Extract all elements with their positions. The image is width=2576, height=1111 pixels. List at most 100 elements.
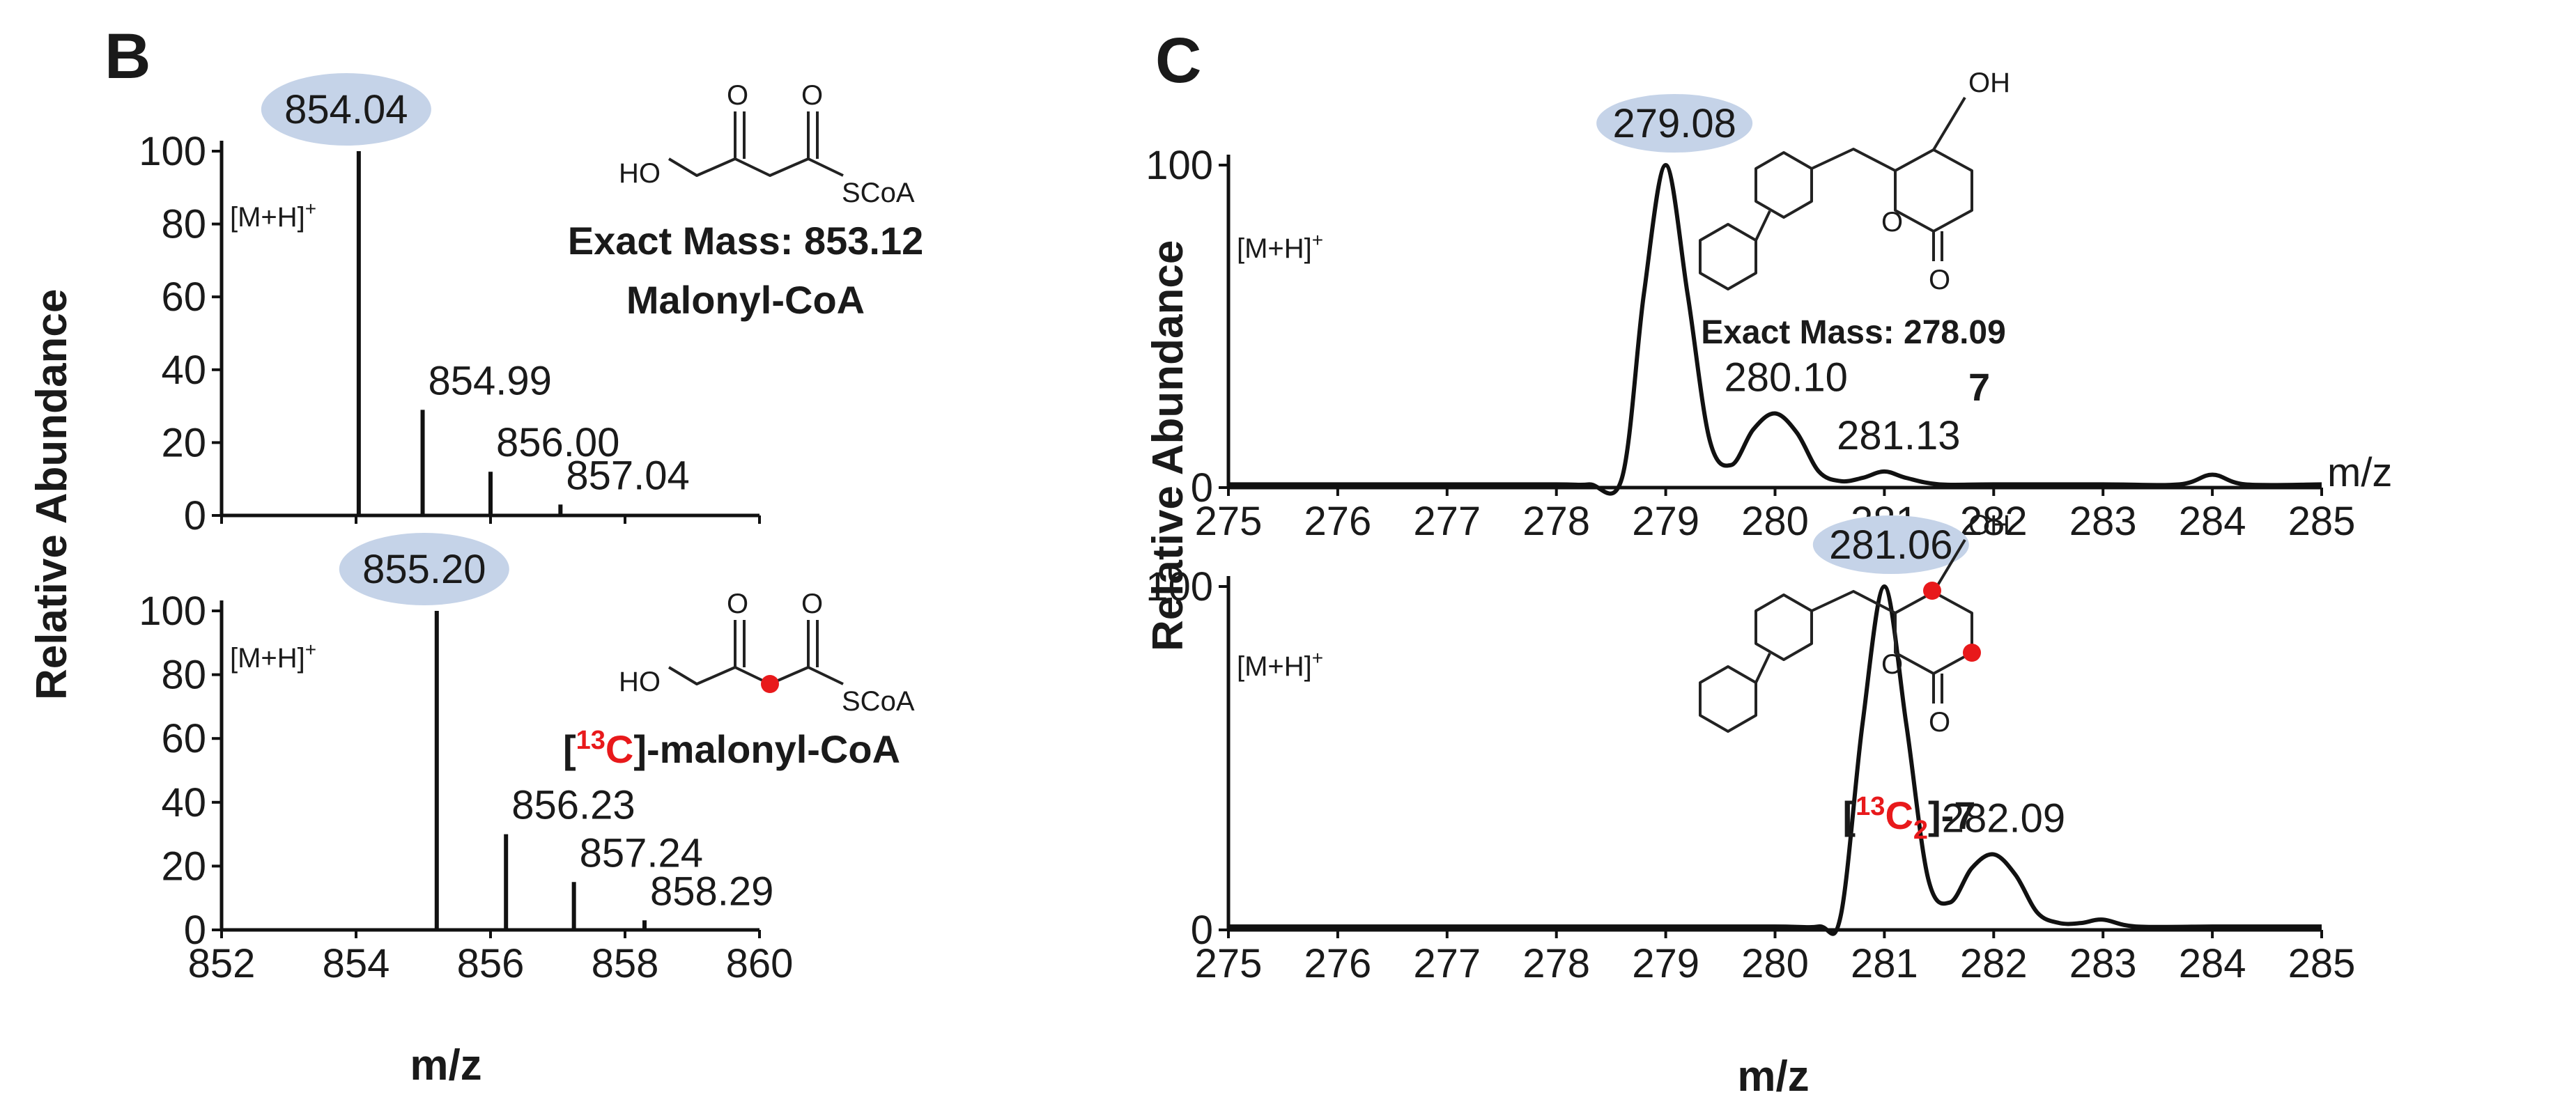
- peak-label: 857.24: [580, 830, 703, 876]
- y-tick-label: 20: [161, 420, 206, 465]
- y-tick-label: 80: [161, 202, 206, 247]
- y-tick-label: 60: [161, 716, 206, 761]
- peak-label: 279.08: [1612, 101, 1736, 146]
- y-tick-label: 100: [139, 129, 206, 174]
- panel-letter-c: C: [1155, 25, 1201, 96]
- spectrum-trace: [1228, 163, 2322, 496]
- peak-label: 280.10: [1724, 355, 1847, 401]
- compound-7-structure: OH O O: [1699, 68, 2010, 295]
- x-tick-label: 856: [457, 941, 525, 986]
- peak-label: 855.20: [362, 547, 486, 592]
- malonyl-scoa-label: SCoA: [842, 178, 915, 208]
- axis-unit-label: m/z: [2327, 450, 2392, 495]
- x-tick-label: 285: [2288, 941, 2356, 986]
- malonyl13-scoa-label: SCoA: [842, 686, 915, 717]
- x-tick-label: 280: [1741, 499, 1809, 544]
- chart-c-top: 0100275276277278279280281282283284285[M+…: [1146, 94, 2392, 544]
- ion-label: [M+H]+: [230, 198, 316, 233]
- peak-label: 858.29: [650, 869, 773, 914]
- compound13-keto-o-label: O: [1929, 707, 1950, 738]
- x-tick-label: 285: [2288, 499, 2356, 544]
- peak-highlight: [1596, 94, 1753, 153]
- x-tick-label: 284: [2179, 499, 2246, 544]
- compound7-oh-label: OH: [1968, 68, 2010, 98]
- panel-b-xlabel: m/z: [410, 1041, 481, 1089]
- x-tick-label: 852: [188, 941, 256, 986]
- x-tick-label: 278: [1522, 941, 1590, 986]
- x-tick-label: 858: [592, 941, 659, 986]
- ion-label: [M+H]+: [1237, 229, 1323, 264]
- x-tick-label: 277: [1413, 499, 1481, 544]
- label-13c-dot-a: [1923, 582, 1941, 600]
- y-tick-label: 60: [161, 274, 206, 320]
- y-tick-label: 80: [161, 653, 206, 698]
- compound7-ring-o-label: O: [1881, 207, 1903, 238]
- y-tick-label: 40: [161, 348, 206, 393]
- ion-label-charge: +: [305, 198, 316, 219]
- label-13c-dot: [761, 675, 779, 693]
- chart-b-bottom: 0 20 40 60 80 100 852 854 856 858 860 [M+H]+ 855.20 8…: [139, 533, 793, 986]
- panel-c-ylabel: Relative Abundance: [1144, 240, 1192, 651]
- x-tick-label: 854: [323, 941, 390, 986]
- peak-highlight: [261, 73, 431, 146]
- panel-c-xlabel: m/z: [1737, 1052, 1809, 1101]
- compound13-oh-label: OH: [1968, 510, 2010, 541]
- x-tick-label: 275: [1195, 499, 1263, 544]
- y-tick-label: 20: [161, 844, 206, 889]
- x-tick-label: 281: [1851, 941, 1918, 986]
- ion-label: [M+H]+: [1237, 647, 1323, 682]
- compound13-ring-o-label: O: [1881, 649, 1903, 680]
- y-tick-label: 40: [161, 780, 206, 825]
- x-tick-label: 283: [2069, 499, 2137, 544]
- peak-highlight: [339, 533, 509, 605]
- malonyl13-o2-label: O: [801, 589, 823, 619]
- compound7-number: 7: [1968, 365, 1990, 409]
- x-tick-label: 276: [1304, 941, 1372, 986]
- ion-label: [M+H]+: [230, 639, 316, 674]
- peak-label: 281.13: [1837, 413, 1960, 458]
- y-tick-label: 0: [1191, 908, 1213, 953]
- x-tick-label: 277: [1413, 941, 1481, 986]
- y-tick-label: 100: [1146, 564, 1213, 609]
- malonyl13-o1-label: O: [727, 589, 748, 619]
- malonyl-name: Malonyl-CoA: [626, 278, 865, 322]
- y-tick-label: 100: [139, 589, 206, 634]
- malonyl-ho-label: HO: [619, 158, 661, 189]
- malonyl13-ho-label: HO: [619, 667, 661, 697]
- x-tick-label: 279: [1632, 941, 1699, 986]
- compound-13c2-name: [13C2]-7: [1843, 792, 1976, 845]
- malonyl-coa-structure: HO O O SCoA: [619, 80, 915, 208]
- x-tick-label: 278: [1522, 499, 1590, 544]
- panel-letter-b: B: [105, 21, 151, 92]
- label-13c-dot-b: [1963, 644, 1981, 662]
- x-tick-label: 280: [1741, 941, 1809, 986]
- malonyl-13c-name: [13C]-malonyl-CoA: [563, 726, 900, 771]
- peak-label: 856.00: [496, 420, 619, 465]
- x-tick-label: 282: [1960, 499, 2028, 544]
- malonyl-o1-label: O: [727, 80, 748, 111]
- chart-b-top: 0 20 40 60 80 100 [M+H]+ 854.04 854.99 856.00857.…: [139, 73, 761, 538]
- malonyl-exact-mass: Exact Mass: 853.12: [568, 219, 924, 263]
- x-tick-label: 276: [1304, 499, 1372, 544]
- panel-b-ylabel: Relative Abundance: [28, 289, 76, 700]
- peak-label: 854.99: [429, 358, 552, 403]
- ion-label-charge: +: [1312, 647, 1323, 669]
- ion-label-charge: +: [305, 639, 316, 660]
- x-tick-label: 860: [726, 941, 794, 986]
- peak-label: 281.06: [1829, 522, 1952, 568]
- compound7-exact-mass: Exact Mass: 278.09: [1701, 314, 2006, 351]
- spectrum-trace: [1228, 584, 2322, 936]
- x-tick-label: 282: [1960, 941, 2028, 986]
- peak-highlight: [1812, 515, 1969, 574]
- malonyl-13c-structure: HO O O SCoA: [619, 589, 915, 717]
- peak-label: 856.23: [511, 783, 635, 828]
- malonyl-o2-label: O: [801, 80, 823, 111]
- peak-label: 854.04: [284, 87, 408, 132]
- compound-7-13c2-structure: OH O O: [1699, 510, 2010, 738]
- x-tick-label: 279: [1632, 499, 1699, 544]
- x-tick-label: 275: [1195, 941, 1263, 986]
- peak-label: 857.04: [566, 453, 689, 498]
- peak-label: 282.09: [1942, 796, 2065, 841]
- y-tick-label: 0: [1191, 465, 1213, 511]
